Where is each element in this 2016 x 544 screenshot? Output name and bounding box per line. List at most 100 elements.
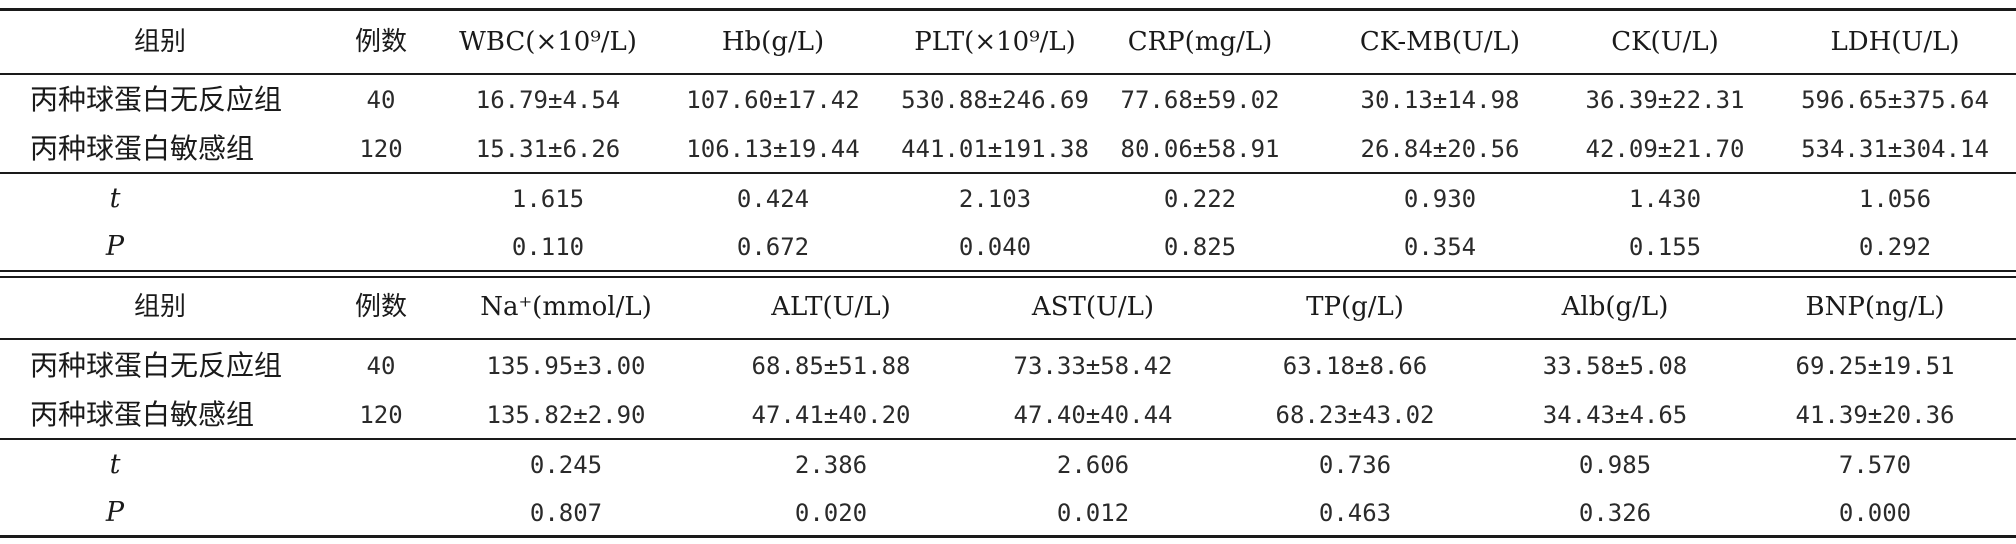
stat-row-t: t 1.615 0.424 2.103 0.222 0.930 1.430 1.…: [0, 174, 2016, 224]
ckmb-stat: 0.354: [1403, 233, 1477, 261]
ast-value: 47.40±40.44: [1013, 401, 1173, 429]
header-group: 组别: [133, 292, 187, 322]
header-rule-1: [0, 73, 2016, 75]
ckmb-value: 30.13±14.98: [1360, 86, 1520, 114]
alt-stat: 2.386: [794, 451, 868, 479]
table-row: 丙种球蛋白无反应组 40 16.79±4.54 107.60±17.42 530…: [0, 75, 2016, 125]
header-crp: CRP(mg/L): [1127, 27, 1273, 57]
bottom-rule: [0, 535, 2016, 538]
plt-stat: 2.103: [958, 185, 1032, 213]
tp-value: 63.18±8.66: [1282, 352, 1428, 380]
alt-stat: 0.020: [794, 499, 868, 527]
count-value: 120: [359, 135, 403, 163]
alb-stat: 0.985: [1578, 451, 1652, 479]
bnp-stat: 0.000: [1838, 499, 1912, 527]
stat-label: t: [109, 183, 121, 214]
ck-value: 42.09±21.70: [1585, 135, 1745, 163]
ldh-value: 534.31±304.14: [1801, 135, 1989, 163]
ldh-stat: 0.292: [1858, 233, 1932, 261]
tp-stat: 0.736: [1318, 451, 1392, 479]
header-alt: ALT(U/L): [771, 292, 891, 322]
tp-stat: 0.463: [1318, 499, 1392, 527]
header-tp: TP(g/L): [1306, 292, 1404, 322]
hb-stat: 0.672: [736, 233, 810, 261]
stat-row-t: t 0.245 2.386 2.606 0.736 0.985 7.570: [0, 440, 2016, 490]
alt-value: 47.41±40.20: [751, 401, 911, 429]
ast-value: 73.33±58.42: [1013, 352, 1173, 380]
stat-label: P: [105, 231, 125, 262]
hb-value: 106.13±19.44: [686, 135, 860, 163]
stats-rule-1: [0, 172, 2016, 174]
alb-value: 34.43±4.65: [1542, 401, 1688, 429]
ast-stat: 0.012: [1056, 499, 1130, 527]
group-label: 丙种球蛋白敏感组: [30, 132, 255, 165]
wbc-value: 16.79±4.54: [475, 86, 621, 114]
group-label: 丙种球蛋白敏感组: [30, 398, 255, 431]
stat-label: P: [105, 497, 125, 528]
ast-stat: 2.606: [1056, 451, 1130, 479]
plt-stat: 0.040: [958, 233, 1032, 261]
header-count: 例数: [354, 292, 408, 322]
header-ast: AST(U/L): [1031, 292, 1155, 322]
top-rule: [0, 8, 2016, 11]
bnp-value: 41.39±20.36: [1795, 401, 1955, 429]
plt-value: 441.01±191.38: [901, 135, 1089, 163]
ck-stat: 1.430: [1628, 185, 1702, 213]
crp-stat: 0.825: [1163, 233, 1237, 261]
ckmb-stat: 0.930: [1403, 185, 1477, 213]
header-ck: CK(U/L): [1611, 27, 1719, 57]
group-label: 丙种球蛋白无反应组: [30, 349, 283, 382]
group-label: 丙种球蛋白无反应组: [30, 83, 283, 116]
header-na: Na⁺(mmol/L): [480, 292, 652, 322]
ldh-stat: 1.056: [1858, 185, 1932, 213]
header-hb: Hb(g/L): [721, 27, 825, 57]
wbc-value: 15.31±6.26: [475, 135, 621, 163]
ck-stat: 0.155: [1628, 233, 1702, 261]
na-value: 135.95±3.00: [486, 352, 646, 380]
bnp-value: 69.25±19.51: [1795, 352, 1955, 380]
tp-value: 68.23±43.02: [1275, 401, 1435, 429]
plt-value: 530.88±246.69: [901, 86, 1089, 114]
crp-value: 80.06±58.91: [1120, 135, 1280, 163]
ckmb-value: 26.84±20.56: [1360, 135, 1520, 163]
table-row: 丙种球蛋白敏感组 120 135.82±2.90 47.41±40.20 47.…: [0, 390, 2016, 440]
table1-header-row: 组别 例数 WBC(×10⁹/L) Hb(g/L) PLT(×10⁹/L) CR…: [0, 17, 2016, 67]
count-value: 40: [366, 86, 396, 114]
header-ckmb: CK-MB(U/L): [1359, 27, 1521, 57]
header-group: 组别: [133, 27, 187, 57]
wbc-stat: 1.615: [511, 185, 585, 213]
table-row: 丙种球蛋白敏感组 120 15.31±6.26 106.13±19.44 441…: [0, 124, 2016, 174]
crp-value: 77.68±59.02: [1120, 86, 1280, 114]
na-stat: 0.807: [529, 499, 603, 527]
crp-stat: 0.222: [1163, 185, 1237, 213]
double-rule-top: [0, 270, 2016, 272]
hb-value: 107.60±17.42: [686, 86, 860, 114]
stat-row-p: P 0.807 0.020 0.012 0.463 0.326 0.000: [0, 488, 2016, 538]
header-rule-2: [0, 338, 2016, 340]
stat-row-p: P 0.110 0.672 0.040 0.825 0.354 0.155 0.…: [0, 222, 2016, 272]
alt-value: 68.85±51.88: [751, 352, 911, 380]
header-plt: PLT(×10⁹/L): [914, 27, 1076, 57]
ck-value: 36.39±22.31: [1585, 86, 1745, 114]
ldh-value: 596.65±375.64: [1801, 86, 1989, 114]
hb-stat: 0.424: [736, 185, 810, 213]
header-bnp: BNP(ng/L): [1805, 292, 1945, 322]
count-value: 40: [366, 352, 396, 380]
stat-label: t: [109, 449, 121, 480]
count-value: 120: [359, 401, 403, 429]
wbc-stat: 0.110: [511, 233, 585, 261]
header-alb: Alb(g/L): [1561, 292, 1669, 322]
bnp-stat: 7.570: [1838, 451, 1912, 479]
na-stat: 0.245: [529, 451, 603, 479]
table2-header-row: 组别 例数 Na⁺(mmol/L) ALT(U/L) AST(U/L) TP(g…: [0, 282, 2016, 332]
header-ldh: LDH(U/L): [1830, 27, 1960, 57]
header-wbc: WBC(×10⁹/L): [459, 27, 637, 57]
double-rule-bottom: [0, 276, 2016, 278]
alb-stat: 0.326: [1578, 499, 1652, 527]
stats-rule-2: [0, 438, 2016, 440]
table-row: 丙种球蛋白无反应组 40 135.95±3.00 68.85±51.88 73.…: [0, 341, 2016, 391]
alb-value: 33.58±5.08: [1542, 352, 1688, 380]
header-count: 例数: [354, 27, 408, 57]
na-value: 135.82±2.90: [486, 401, 646, 429]
